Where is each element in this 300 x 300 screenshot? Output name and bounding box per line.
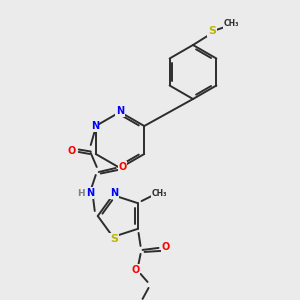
Text: N: N [116, 106, 124, 116]
Text: H: H [77, 188, 85, 197]
Text: O: O [68, 146, 76, 156]
Text: N: N [86, 188, 94, 198]
Text: N: N [91, 121, 99, 131]
Text: O: O [131, 265, 140, 275]
Text: S: S [208, 26, 216, 36]
Text: O: O [118, 162, 127, 172]
Text: S: S [110, 234, 118, 244]
Text: N: N [110, 188, 118, 198]
Text: O: O [161, 242, 170, 252]
Text: CH₃: CH₃ [223, 20, 239, 28]
Text: CH₃: CH₃ [152, 189, 167, 198]
